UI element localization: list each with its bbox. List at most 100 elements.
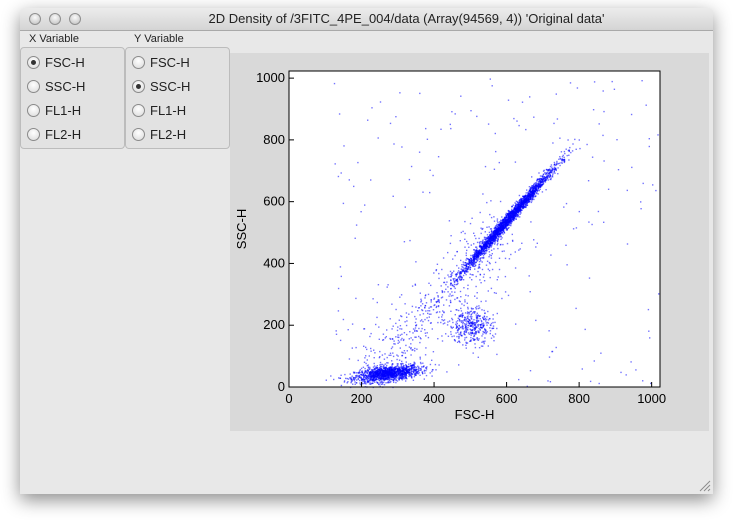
y-fl1-h-radio[interactable]	[132, 104, 145, 117]
scatter-point	[490, 287, 493, 290]
scatter-point	[504, 275, 507, 278]
scatter-point	[481, 309, 483, 311]
scatter-point	[386, 375, 388, 377]
scatter-point	[380, 383, 382, 385]
scatter-point	[412, 364, 414, 366]
scatter-point	[549, 178, 551, 180]
scatter-point	[495, 233, 498, 235]
scatter-point	[359, 376, 361, 378]
y-ssc-h-radio[interactable]	[132, 80, 145, 93]
scatter-point	[456, 325, 458, 328]
window-title: 2D Density of /3FITC_4PE_004/data (Array…	[208, 11, 605, 26]
scatter-point	[368, 375, 370, 377]
x-fl1-h-radio[interactable]	[27, 104, 40, 117]
minimize-window-button[interactable]	[49, 13, 61, 25]
scatter-point	[424, 297, 426, 299]
scatter-point	[389, 373, 391, 375]
scatter-point	[373, 378, 375, 381]
scatter-point	[472, 255, 475, 257]
scatter-point	[395, 375, 397, 378]
scatter-point	[450, 275, 452, 278]
scatter-point	[490, 238, 492, 241]
scatter-point	[553, 161, 556, 164]
scatter-point	[521, 101, 524, 103]
resize-grip-icon[interactable]	[697, 478, 711, 492]
scatter-point	[482, 317, 484, 319]
scatter-point	[572, 143, 574, 145]
scatter-point	[420, 330, 422, 332]
scatter-point	[392, 355, 395, 358]
scatter-point	[456, 322, 458, 325]
scatter-point	[489, 228, 492, 230]
scatter-point	[365, 376, 367, 378]
scatter-point	[531, 186, 534, 189]
scatter-point	[474, 343, 476, 345]
scatter-point	[476, 255, 478, 257]
scatter-point	[376, 382, 378, 384]
scatter-point	[355, 224, 358, 226]
scatter-point	[472, 326, 474, 328]
scatter-point	[390, 374, 392, 376]
scatter-point	[465, 327, 468, 330]
scatter-point	[512, 213, 514, 216]
scatter-point	[486, 249, 488, 251]
scatter-point	[362, 377, 365, 379]
scatter-point	[468, 258, 470, 261]
scatter-point	[430, 322, 432, 324]
scatter-point	[478, 327, 480, 330]
close-window-button[interactable]	[29, 13, 41, 25]
scatter-point	[550, 164, 553, 166]
x-fl2-h-radio[interactable]	[27, 128, 40, 141]
scatter-point	[484, 231, 486, 233]
scatter-point	[517, 206, 520, 209]
scatter-point	[378, 338, 380, 340]
scatter-point	[369, 366, 371, 369]
scatter-point	[464, 312, 467, 314]
scatter-point	[527, 200, 530, 202]
scatter-point	[513, 207, 516, 209]
scatter-point	[399, 325, 402, 327]
scatter-point	[364, 370, 366, 373]
scatter-point	[404, 377, 406, 380]
scatter-point	[448, 276, 450, 278]
scatter-point	[518, 210, 521, 212]
scatter-point	[499, 234, 501, 236]
scatter-point	[493, 220, 496, 222]
scatter-point	[413, 366, 415, 368]
scatter-point	[473, 251, 476, 254]
zoom-window-button[interactable]	[69, 13, 81, 25]
scatter-point	[483, 331, 485, 333]
scatter-point	[389, 381, 391, 384]
y-fl2-h-radio[interactable]	[132, 128, 145, 141]
scatter-point	[485, 244, 487, 246]
x-ssc-h-radio[interactable]	[27, 80, 40, 93]
scatter-point	[370, 373, 372, 376]
scatter-point	[564, 152, 566, 155]
scatter-point	[453, 283, 456, 286]
scatter-point	[370, 372, 372, 374]
scatter-point	[462, 263, 465, 265]
scatter-point	[480, 227, 482, 229]
scatter-point	[511, 215, 513, 217]
scatter-point	[592, 109, 595, 111]
scatter-point	[363, 376, 365, 378]
y-fsc-h-radio[interactable]	[132, 56, 145, 69]
scatter-point	[458, 276, 460, 278]
scatter-point	[350, 382, 352, 384]
scatter-point	[461, 316, 463, 318]
scatter-point	[497, 239, 499, 241]
scatter-point	[449, 293, 451, 295]
scatter-point	[483, 273, 485, 276]
scatter-point	[510, 214, 512, 217]
scatter-point	[449, 284, 452, 286]
scatter-point	[494, 229, 496, 231]
scatter-point	[403, 371, 406, 373]
scatter-point	[382, 376, 384, 379]
x-fsc-h-radio[interactable]	[27, 56, 40, 69]
x-variable-group: FSC-H SSC-H FL1-H FL2-H	[20, 47, 125, 149]
scatter-point	[357, 378, 359, 381]
scatter-point	[484, 165, 487, 168]
scatter-point	[394, 343, 396, 345]
scatter-point	[391, 368, 393, 370]
